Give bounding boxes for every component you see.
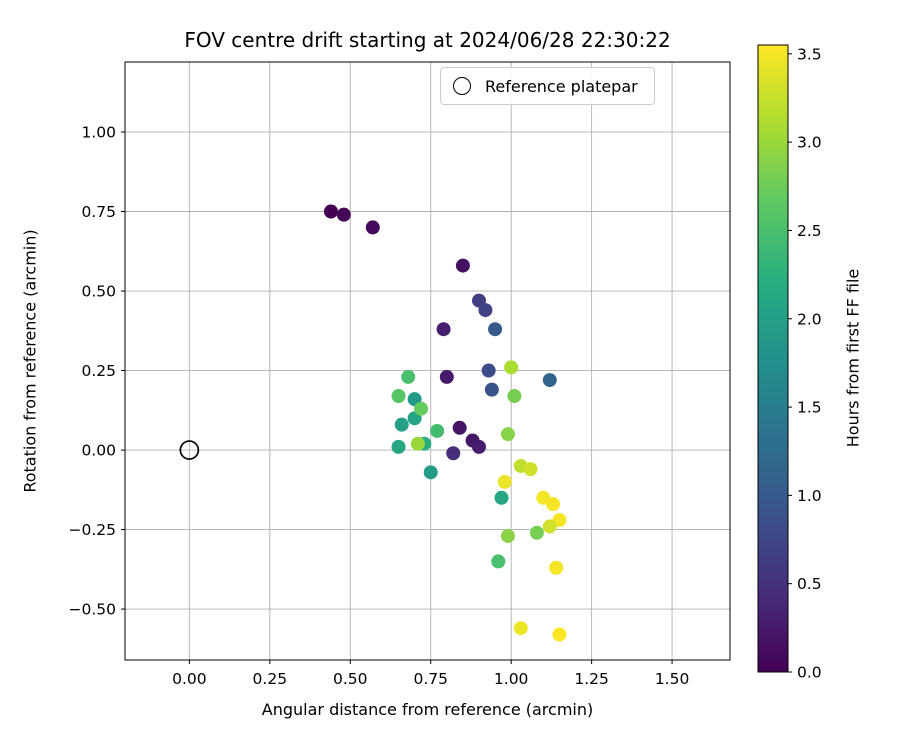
plot-border bbox=[124, 61, 731, 661]
scatter-point bbox=[439, 369, 454, 384]
scatter-point bbox=[336, 207, 351, 222]
x-tick-label: 0.00 bbox=[172, 670, 207, 688]
colorbar bbox=[758, 45, 788, 672]
y-tick-label: 1.00 bbox=[81, 123, 116, 141]
colorbar-tick-label: 3.0 bbox=[797, 134, 822, 152]
x-tick-label: 0.50 bbox=[333, 670, 368, 688]
chart-title: FOV centre drift starting at 2024/06/28 … bbox=[184, 28, 671, 52]
scatter-point bbox=[478, 303, 493, 318]
legend: Reference platepar bbox=[440, 67, 655, 105]
scatter-point bbox=[542, 519, 557, 534]
colorbar-tick-label: 0.0 bbox=[797, 664, 822, 682]
scatter-point bbox=[497, 474, 512, 489]
colorbar-label: Hours from first FF file bbox=[843, 268, 863, 448]
y-tick-label: 0.00 bbox=[81, 442, 116, 460]
y-axis-label: Rotation from reference (arcmin) bbox=[20, 229, 40, 493]
scatter-point bbox=[423, 465, 438, 480]
scatter-point bbox=[365, 220, 380, 235]
x-tick-label: 1.50 bbox=[655, 670, 690, 688]
scatter-point bbox=[549, 560, 564, 575]
colorbar-tick-label: 2.0 bbox=[797, 310, 822, 328]
colorbar-tick-label: 1.5 bbox=[797, 399, 822, 417]
scatter-point bbox=[391, 388, 406, 403]
reference-platepar-marker-icon bbox=[453, 77, 471, 95]
scatter-point bbox=[471, 439, 486, 454]
x-tick-label: 1.25 bbox=[574, 670, 609, 688]
scatter-point bbox=[513, 621, 528, 636]
scatter-point bbox=[394, 417, 409, 432]
scatter-point bbox=[410, 436, 425, 451]
scatter-point bbox=[529, 525, 544, 540]
scatter-point bbox=[430, 423, 445, 438]
legend-entry-label: Reference platepar bbox=[485, 76, 638, 96]
scatter-point bbox=[500, 427, 515, 442]
scatter-point bbox=[552, 627, 567, 642]
scatter-point bbox=[391, 439, 406, 454]
scatter-point bbox=[546, 497, 561, 512]
colorbar-tick-label: 3.5 bbox=[797, 45, 822, 63]
scatter-point bbox=[323, 204, 338, 219]
scatter-point bbox=[455, 258, 470, 273]
scatter-point bbox=[507, 388, 522, 403]
scatter-point bbox=[491, 554, 506, 569]
scatter-point bbox=[401, 369, 416, 384]
y-tick-label: −0.25 bbox=[69, 521, 117, 539]
colorbar-tick-label: 0.5 bbox=[797, 575, 822, 593]
scatter-point bbox=[494, 490, 509, 505]
x-axis-label: Angular distance from reference (arcmin) bbox=[261, 700, 594, 719]
scatter-point bbox=[436, 322, 451, 337]
scatter-point bbox=[523, 462, 538, 477]
scatter-point bbox=[414, 401, 429, 416]
scatter-point bbox=[488, 322, 503, 337]
y-tick-label: 0.25 bbox=[81, 362, 116, 380]
y-tick-label: 0.75 bbox=[81, 203, 116, 221]
colorbar-tick-label: 1.0 bbox=[797, 487, 822, 505]
reference-platepar-marker bbox=[179, 440, 200, 460]
scatter-point bbox=[452, 420, 467, 435]
x-tick-label: 0.25 bbox=[253, 670, 288, 688]
scatter-point bbox=[481, 363, 496, 378]
scatter-point bbox=[500, 528, 515, 543]
scatter-point bbox=[542, 373, 557, 388]
x-tick-label: 0.75 bbox=[413, 670, 448, 688]
scatter-point bbox=[484, 382, 499, 397]
plot-background bbox=[125, 62, 730, 660]
x-tick-label: 1.00 bbox=[494, 670, 529, 688]
y-tick-label: 0.50 bbox=[81, 283, 116, 301]
scatter-point bbox=[504, 360, 519, 375]
colorbar-border bbox=[757, 44, 789, 673]
y-tick-label: −0.50 bbox=[69, 601, 117, 619]
colorbar-tick-label: 2.5 bbox=[797, 222, 822, 240]
scatter-point bbox=[446, 446, 461, 461]
